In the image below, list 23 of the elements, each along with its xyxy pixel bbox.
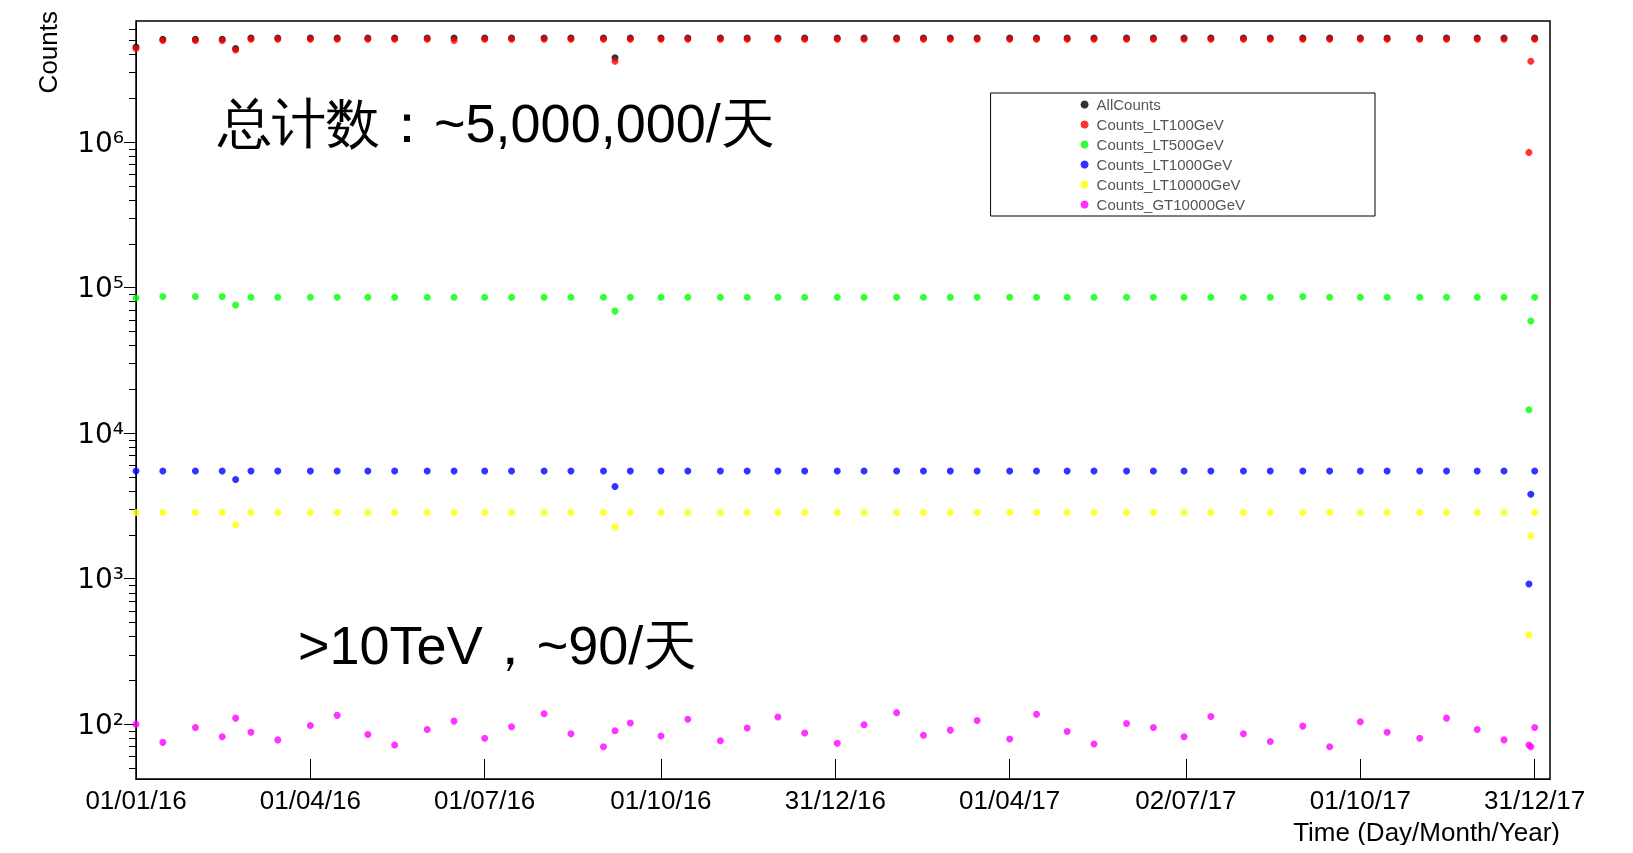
x-tick-label: 31/12/16 [784,785,886,815]
legend-label: Counts_LT500GeV [1096,136,1224,153]
x-tick-label: 31/12/17 [1484,785,1586,815]
legend-label: AllCounts [1096,96,1161,113]
annotation: >10TeV，~90/天 [298,615,698,675]
x-tick-label: 02/07/17 [1135,785,1237,815]
y-tick-label: 10⁵ [77,271,124,305]
y-tick-label: 10² [77,707,124,741]
y-axis-title: Counts [33,11,63,94]
x-tick-label: 01/10/17 [1309,785,1411,815]
y-tick-label: 10⁴ [77,416,124,450]
legend-label: Counts_LT100GeV [1096,116,1224,133]
legend-label: Counts_LT1000GeV [1096,156,1233,173]
x-tick-label: 01/07/16 [434,785,536,815]
x-tick-label: 01/04/17 [959,785,1061,815]
y-tick-label: 10³ [77,562,124,596]
legend-label: Counts_LT10000GeV [1096,176,1241,193]
x-tick-label: 01/04/16 [259,785,361,815]
x-tick-label: 01/01/16 [85,785,187,815]
x-tick-label: 01/10/16 [610,785,712,815]
annotation: 总计数：~5,000,000/天 [217,93,775,153]
y-tick-label: 10⁶ [77,125,124,159]
legend-label: Counts_GT10000GeV [1096,196,1246,213]
